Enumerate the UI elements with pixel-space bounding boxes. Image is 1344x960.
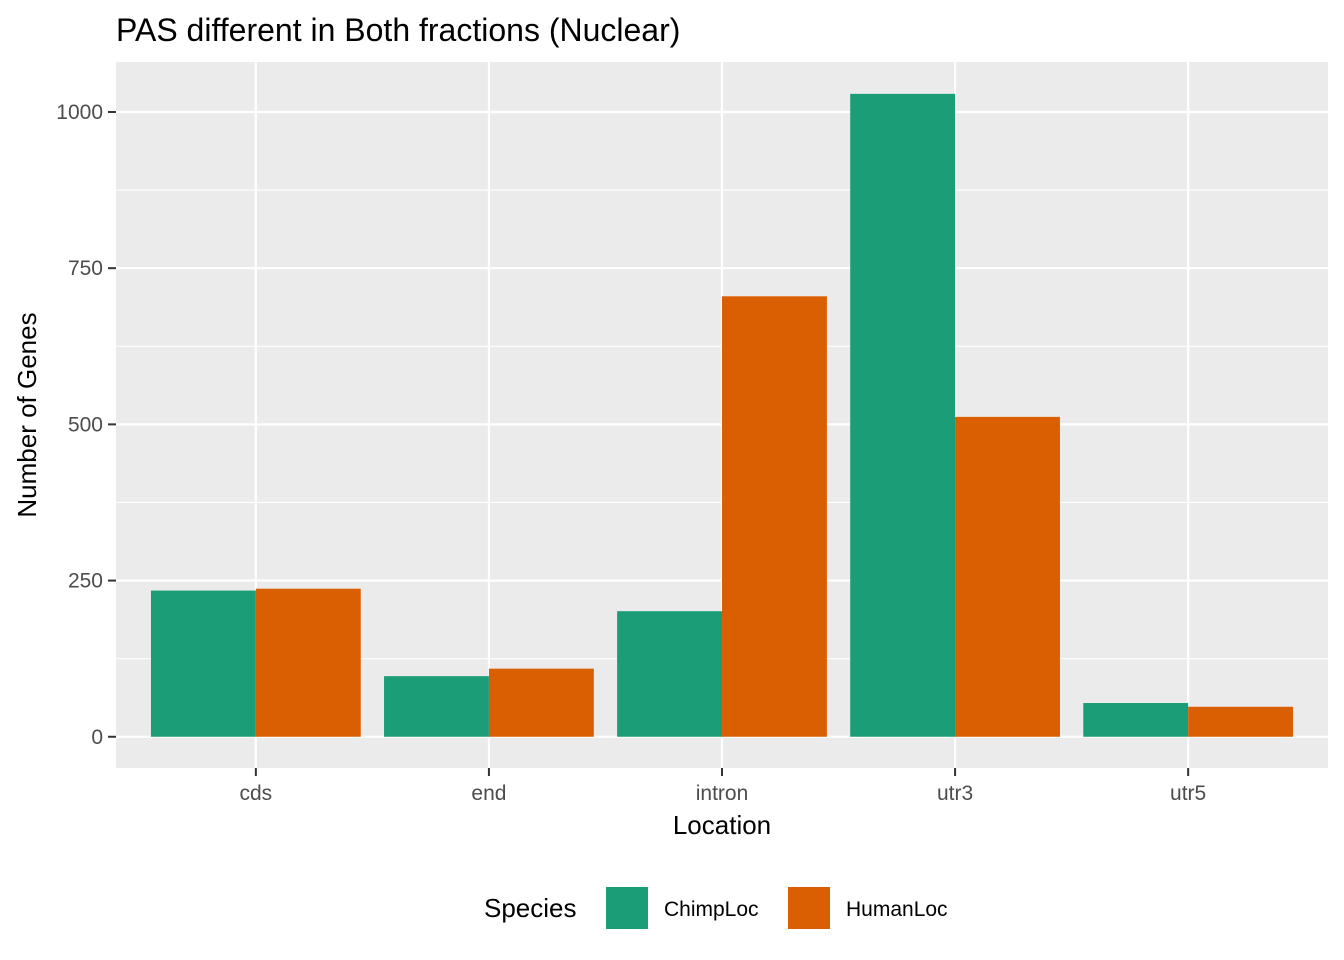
- bars: [150, 93, 1294, 737]
- x-axis-title: Location: [673, 810, 771, 840]
- y-tick-label: 0: [91, 726, 103, 749]
- x-tick-label-utr5: utr5: [1170, 782, 1206, 805]
- x-axis: cds end intron utr3 utr5: [240, 768, 1206, 805]
- bar-chimploc-end: [384, 676, 489, 737]
- y-tick-label: 1000: [56, 101, 103, 124]
- x-tick-label-end: end: [471, 782, 506, 805]
- bar-chimploc-utr3: [850, 93, 956, 737]
- bar-chimploc-intron: [617, 611, 722, 737]
- bar-chimploc-cds: [150, 590, 256, 737]
- bar-humanloc-utr3: [955, 416, 1060, 737]
- bar-humanloc-end: [488, 668, 594, 737]
- legend-key-humanloc: [788, 887, 830, 929]
- legend-title: Species: [484, 893, 577, 923]
- chart-title: PAS different in Both fractions (Nuclear…: [116, 12, 680, 48]
- bar-humanloc-utr5: [1188, 706, 1294, 737]
- y-axis: 0 250 500 750 1000: [56, 101, 116, 749]
- x-tick-label-intron: intron: [696, 782, 749, 805]
- legend-label-humanloc: HumanLoc: [846, 898, 948, 921]
- y-tick-label: 750: [68, 257, 103, 280]
- y-tick-label: 250: [68, 570, 103, 593]
- x-tick-label-cds: cds: [240, 782, 273, 805]
- y-tick-label: 500: [68, 413, 103, 436]
- y-axis-title: Number of Genes: [12, 312, 42, 517]
- bar-chimploc-utr5: [1083, 703, 1189, 737]
- bar-humanloc-intron: [722, 296, 827, 737]
- legend: Species ChimpLoc HumanLoc: [484, 887, 948, 929]
- x-tick-label-utr3: utr3: [937, 782, 973, 805]
- bar-humanloc-cds: [255, 588, 361, 737]
- legend-label-chimploc: ChimpLoc: [664, 898, 759, 921]
- legend-key-chimploc: [606, 887, 648, 929]
